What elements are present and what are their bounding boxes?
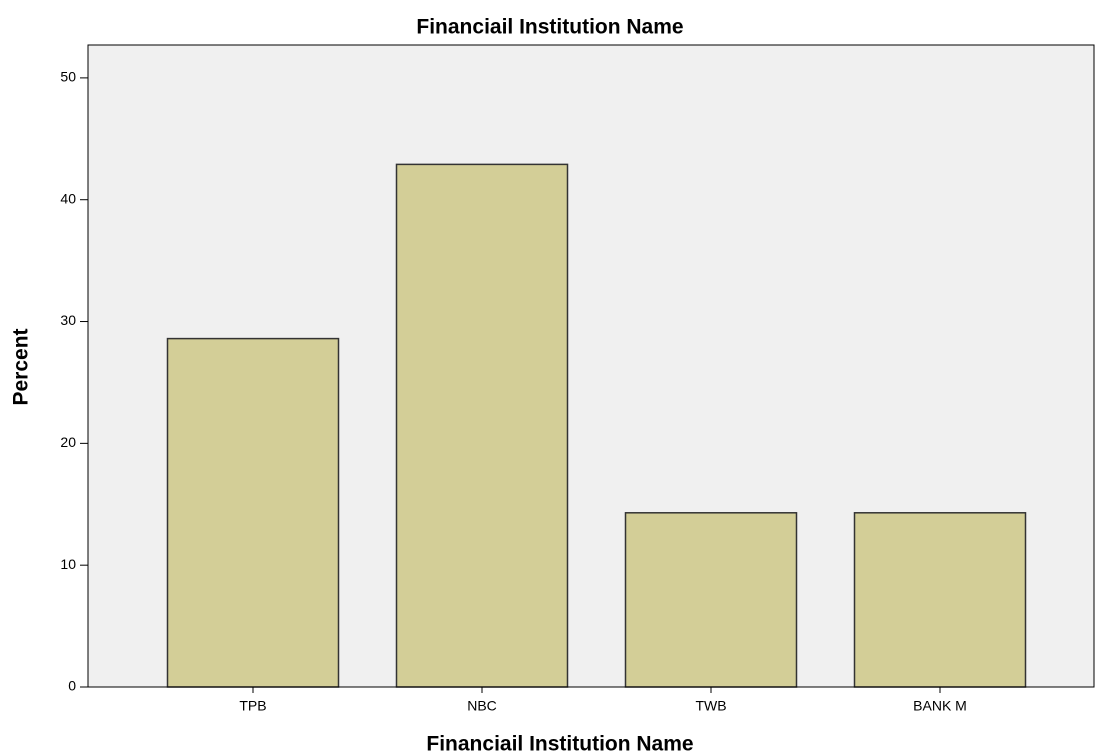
chart-title: Financiail Institution Name (416, 16, 683, 39)
bar (624, 512, 798, 688)
y-tick-label: 50 (60, 69, 76, 85)
y-axis-label: Percent (10, 328, 33, 405)
x-tick-label: TPB (239, 698, 266, 714)
y-tick-label: 0 (68, 678, 76, 694)
y-tick-label: 40 (60, 190, 76, 206)
bar (166, 337, 340, 688)
y-tick-label: 10 (60, 556, 76, 572)
bar (853, 512, 1027, 688)
y-tick-label: 20 (60, 434, 76, 450)
x-axis-label: Financiail Institution Name (426, 733, 693, 756)
y-tick-label: 30 (60, 312, 76, 328)
x-tick-label: NBC (467, 698, 497, 714)
x-tick-label: TWB (695, 698, 726, 714)
x-tick-label: BANK M (913, 698, 967, 714)
bar (395, 163, 569, 688)
